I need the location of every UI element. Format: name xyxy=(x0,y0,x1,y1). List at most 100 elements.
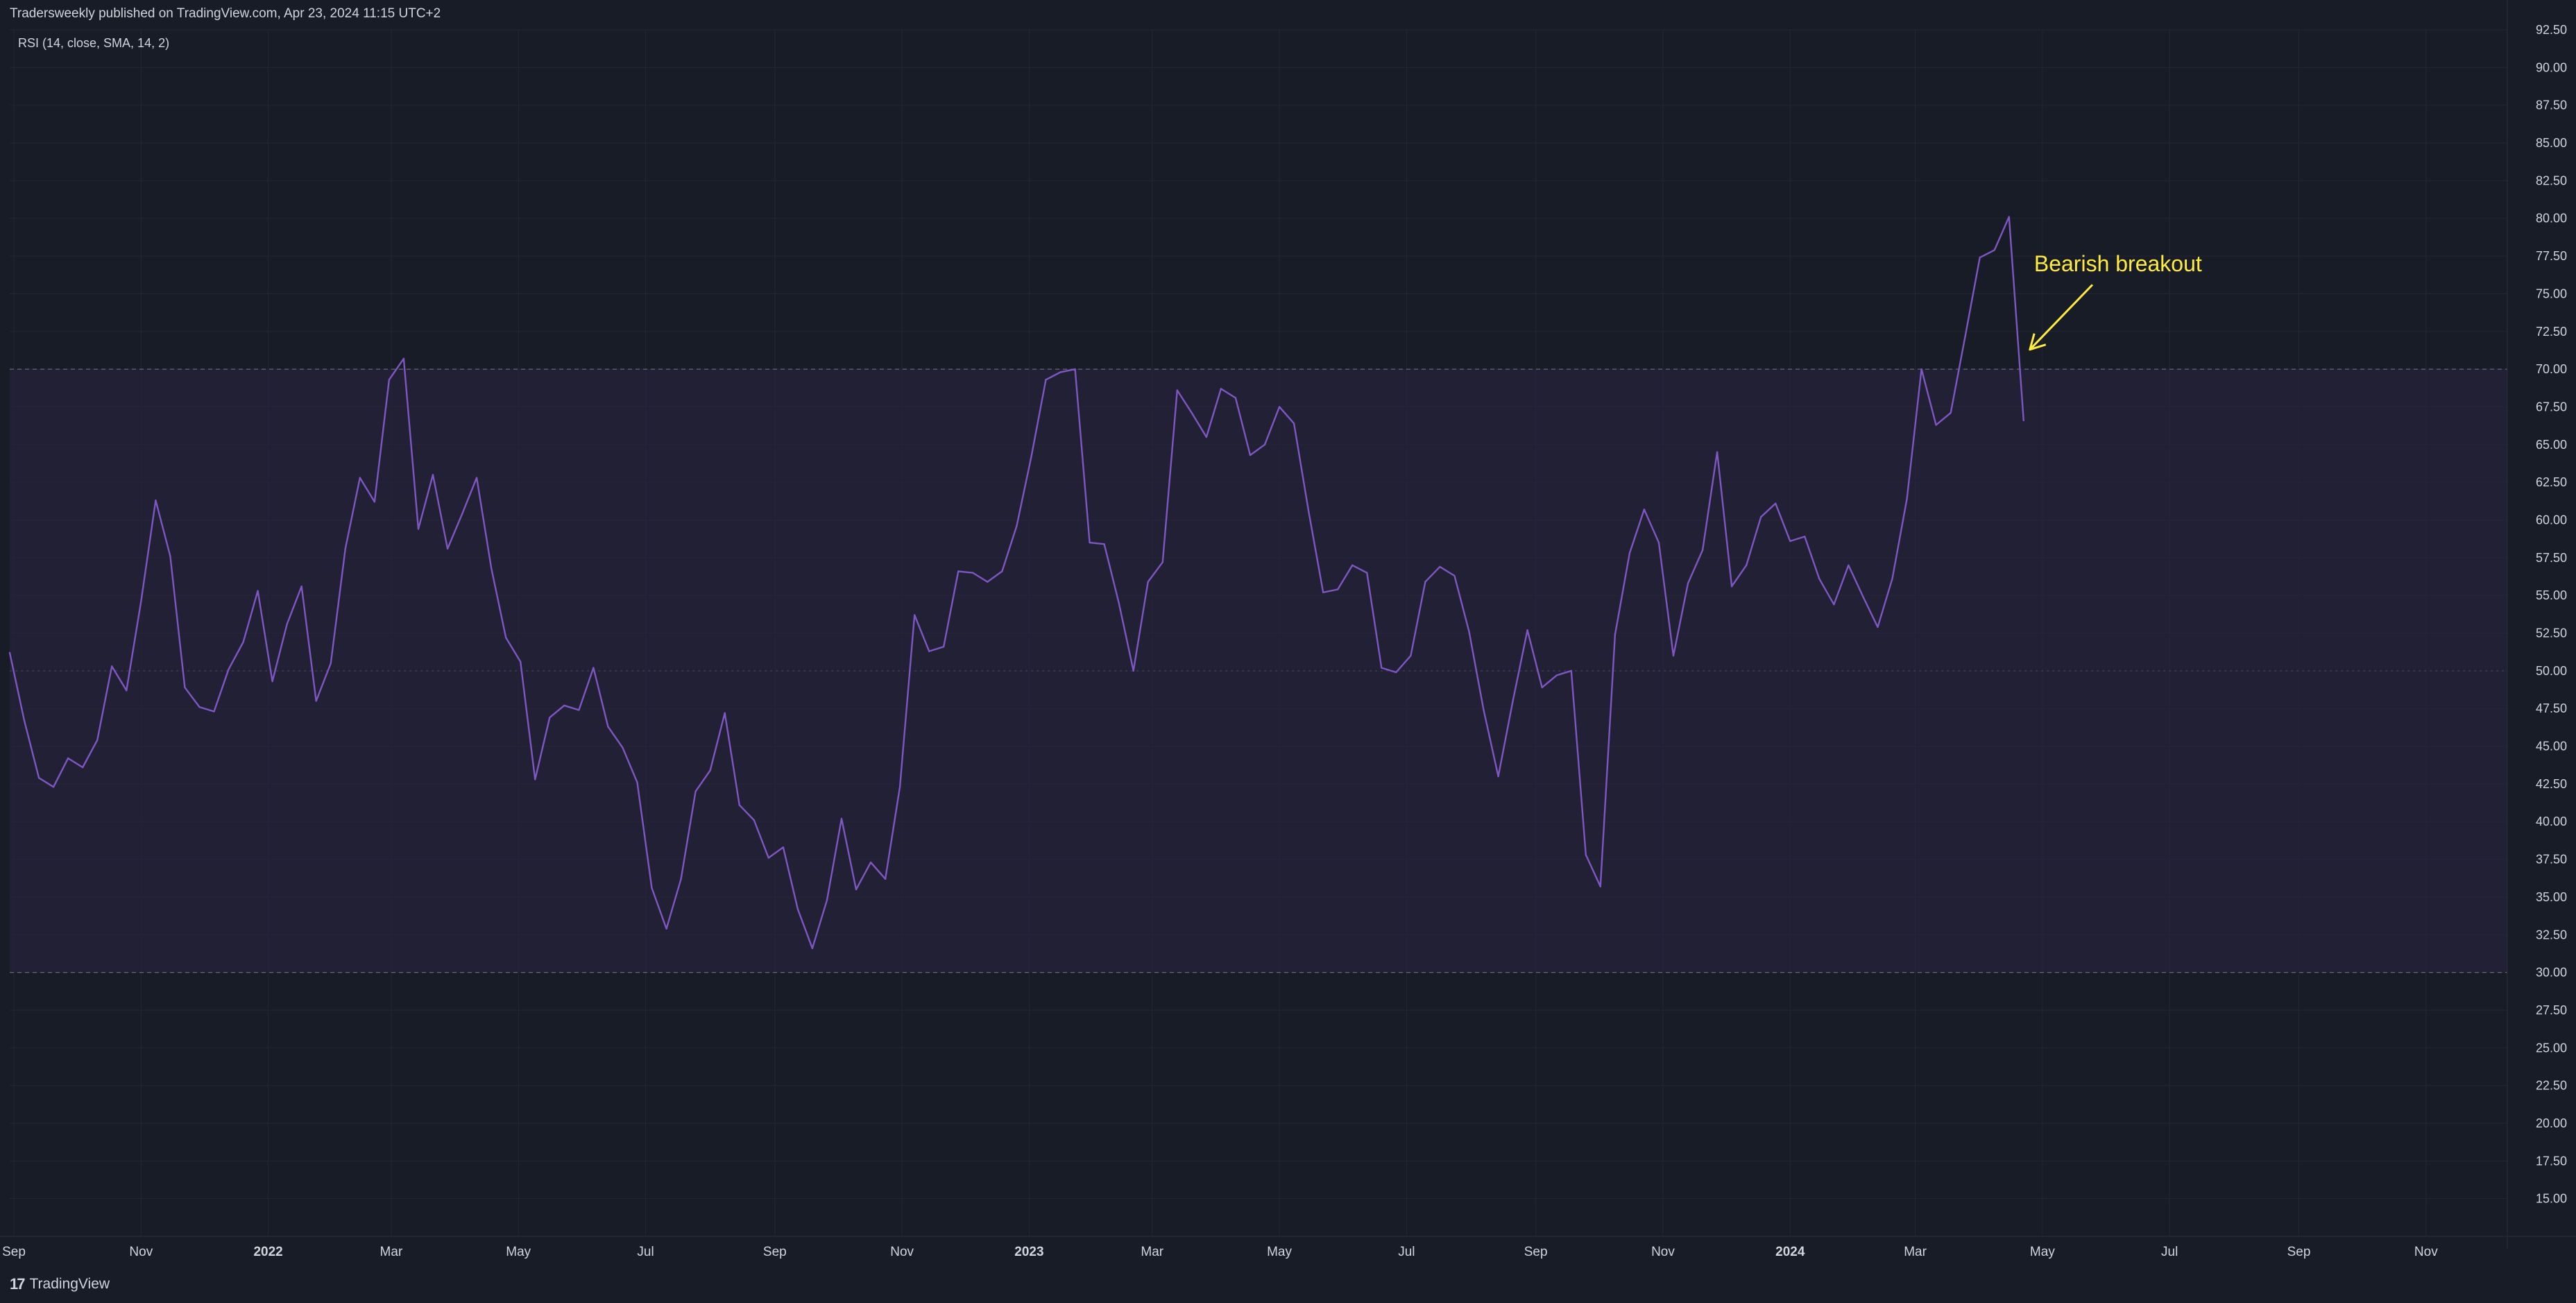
y-tick-label: 62.50 xyxy=(2536,475,2567,489)
rsi-point xyxy=(1555,674,1558,676)
rsi-point xyxy=(1585,853,1587,856)
rsi-point xyxy=(622,747,624,749)
rsi-point xyxy=(96,739,99,742)
y-tick-label: 67.50 xyxy=(2536,400,2567,414)
rsi-point xyxy=(1950,411,1952,414)
rsi-point xyxy=(286,623,288,625)
rsi-point xyxy=(884,878,887,880)
rsi-point xyxy=(592,667,595,669)
y-axis: 15.00 17.50 20.00 22.50 25.00 27.50 30.00 32.50… xyxy=(2507,0,2567,1249)
rsi-point xyxy=(972,572,974,574)
rsi-point xyxy=(1657,541,1660,544)
rsi-point xyxy=(432,474,434,476)
x-tick-label: Nov xyxy=(890,1245,914,1259)
rsi-point xyxy=(563,704,565,707)
rsi-point xyxy=(578,709,580,711)
rsi-point xyxy=(1483,709,1485,711)
y-tick-label: 17.50 xyxy=(2536,1154,2567,1168)
rsi-point xyxy=(987,581,989,583)
rsi-band-fill xyxy=(10,369,2507,973)
rsi-point xyxy=(213,710,215,713)
rsi-point xyxy=(957,570,959,572)
y-tick-label: 45.00 xyxy=(2536,740,2567,753)
rsi-point xyxy=(1745,564,1748,566)
rsi-point xyxy=(1964,335,1966,337)
x-tick-label: Sep xyxy=(1524,1245,1548,1259)
rsi-point xyxy=(520,661,522,663)
rsi-point xyxy=(359,477,361,479)
y-tick-label: 60.00 xyxy=(2536,513,2567,527)
y-tick-label: 25.00 xyxy=(2536,1041,2567,1055)
rsi-point xyxy=(1278,406,1281,408)
rsi-point xyxy=(1541,686,1543,688)
rsi-point xyxy=(1336,588,1339,590)
rsi-point xyxy=(811,947,814,950)
x-tick-label: 2023 xyxy=(1014,1245,1043,1259)
x-tick-label: 2024 xyxy=(1775,1245,1805,1259)
rsi-point xyxy=(753,819,755,821)
rsi-point xyxy=(1074,368,1076,371)
rsi-point xyxy=(665,928,667,930)
rsi-point xyxy=(140,600,142,603)
rsi-point xyxy=(300,585,302,588)
y-tick-label: 70.00 xyxy=(2536,362,2567,376)
rsi-point xyxy=(1089,541,1091,544)
rsi-point xyxy=(869,861,872,864)
y-tick-label: 20.00 xyxy=(2536,1116,2567,1130)
rsi-point xyxy=(1526,629,1528,631)
tradingview-logo-icon: 17 xyxy=(10,1275,26,1293)
rsi-point xyxy=(913,614,916,616)
rsi-point xyxy=(724,712,726,714)
rsi-point xyxy=(475,477,478,479)
rsi-point xyxy=(1775,502,1777,504)
rsi-point xyxy=(271,680,273,683)
y-tick-label: 75.00 xyxy=(2536,287,2567,300)
rsi-point xyxy=(1891,578,1893,580)
rsi-point xyxy=(23,719,26,722)
rsi-point xyxy=(651,887,653,889)
rsi-point xyxy=(1993,249,1995,251)
rsi-point xyxy=(1132,670,1134,672)
rsi-point xyxy=(1424,581,1426,583)
rsi-point xyxy=(549,717,551,719)
rsi-point xyxy=(1234,397,1237,399)
rsi-point xyxy=(169,555,171,557)
rsi-point xyxy=(257,590,259,592)
rsi-point xyxy=(388,379,391,381)
y-tick-label: 50.00 xyxy=(2536,664,2567,678)
rsi-point xyxy=(636,781,638,783)
y-tick-label: 47.50 xyxy=(2536,701,2567,715)
rsi-point xyxy=(126,689,128,692)
rsi-point xyxy=(446,547,449,550)
rsi-point xyxy=(155,500,157,502)
rsi-point xyxy=(184,686,186,688)
rsi-point xyxy=(198,706,201,708)
rsi-point xyxy=(1672,654,1675,657)
rsi-point xyxy=(1760,516,1762,518)
rsi-point xyxy=(1059,371,1061,373)
x-tick-label: Nov xyxy=(2414,1245,2438,1259)
rsi-point xyxy=(1453,574,1456,577)
y-tick-label: 57.50 xyxy=(2536,551,2567,565)
y-tick-label: 72.50 xyxy=(2536,325,2567,339)
rsi-point xyxy=(373,501,376,503)
rsi-point xyxy=(1920,368,1922,371)
x-tick-label: Mar xyxy=(1904,1245,1927,1259)
x-tick-label: May xyxy=(506,1245,531,1259)
rsi-point xyxy=(1643,509,1646,511)
tradingview-footer[interactable]: 17 TradingView xyxy=(10,1275,110,1293)
indicator-legend[interactable]: RSI (14, close, SMA, 14, 2) xyxy=(18,36,169,50)
rsi-point xyxy=(81,766,84,769)
rsi-point xyxy=(111,665,113,667)
rsi-point xyxy=(1497,775,1499,778)
rsi-point xyxy=(680,878,682,880)
y-tick-label: 55.00 xyxy=(2536,588,2567,602)
rsi-point xyxy=(1016,525,1018,527)
rsi-point xyxy=(52,786,55,788)
rsi-point xyxy=(402,357,405,360)
rsi-point xyxy=(1191,411,1193,414)
rsi-point xyxy=(315,700,317,702)
rsi-points xyxy=(8,216,2025,950)
